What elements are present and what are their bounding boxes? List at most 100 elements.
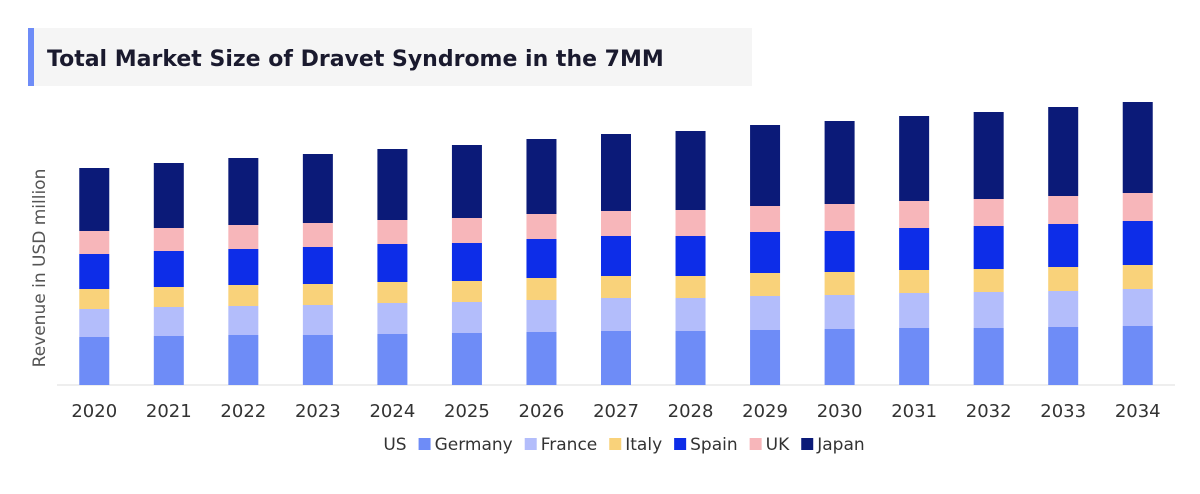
x-tick-label: 2020 bbox=[71, 401, 117, 422]
bar-segment bbox=[675, 131, 706, 210]
x-tick-label: 2033 bbox=[1040, 401, 1086, 422]
bar-segment bbox=[1048, 224, 1079, 267]
bar-segment bbox=[1048, 291, 1079, 327]
bar-segment bbox=[228, 249, 259, 285]
bar-segment bbox=[153, 228, 184, 251]
x-tick-label: 2032 bbox=[966, 401, 1012, 422]
bar-segment bbox=[377, 244, 408, 282]
bar-segment bbox=[1122, 102, 1153, 193]
chart-title: Total Market Size of Dravet Syndrome in … bbox=[47, 47, 664, 72]
bar-segment bbox=[675, 236, 706, 276]
bar-segment bbox=[750, 125, 781, 206]
x-tick-label: 2026 bbox=[519, 401, 565, 422]
bar-segment bbox=[601, 298, 631, 331]
bar-segment bbox=[824, 295, 855, 329]
bar-segment bbox=[601, 236, 631, 276]
bar-segment bbox=[526, 239, 557, 278]
bar-segment bbox=[750, 206, 781, 232]
bar-segment bbox=[377, 334, 408, 385]
x-tick-label: 2024 bbox=[369, 401, 415, 422]
bar-segment bbox=[750, 296, 781, 330]
legend-swatch bbox=[801, 438, 814, 450]
legend-swatch bbox=[367, 438, 380, 450]
x-tick-label: 2028 bbox=[668, 401, 714, 422]
x-tick-label: 2027 bbox=[593, 401, 639, 422]
bar-segment bbox=[526, 332, 557, 385]
bar-segment bbox=[153, 251, 184, 287]
bar-segment bbox=[824, 272, 855, 295]
bar-segment bbox=[377, 220, 408, 244]
bar-segment bbox=[1122, 326, 1153, 385]
bar-segment bbox=[973, 199, 1004, 226]
bar-segment bbox=[228, 285, 259, 306]
bar-segment bbox=[526, 278, 557, 300]
legend-label: Germany bbox=[435, 435, 513, 455]
legend-label: Italy bbox=[625, 435, 662, 455]
bar-segment bbox=[526, 300, 557, 332]
x-tick-label: 2029 bbox=[742, 401, 788, 422]
bar-segment bbox=[899, 201, 930, 228]
bar-segment bbox=[973, 292, 1004, 328]
bar-segment bbox=[526, 214, 557, 239]
legend-swatch bbox=[674, 438, 687, 450]
bar-segment bbox=[1048, 267, 1079, 291]
bar-segment bbox=[899, 228, 930, 270]
bar-segment bbox=[675, 276, 706, 298]
bar-segment bbox=[79, 231, 110, 254]
x-tick-label: 2030 bbox=[817, 401, 863, 422]
bar-segment bbox=[451, 281, 482, 302]
x-tick-label: 2031 bbox=[891, 401, 937, 422]
bar-segment bbox=[1122, 193, 1153, 221]
bar-segment bbox=[79, 337, 110, 385]
bar-segment bbox=[973, 226, 1004, 269]
bar-segment bbox=[973, 112, 1004, 199]
bar-segment bbox=[899, 293, 930, 328]
bar-segment bbox=[153, 163, 184, 228]
bar-segment bbox=[153, 307, 184, 336]
bar-segment bbox=[973, 269, 1004, 292]
title-box bbox=[28, 28, 752, 86]
bar-segment bbox=[79, 168, 110, 231]
bar-segment bbox=[1048, 107, 1079, 196]
bar-segment bbox=[750, 330, 781, 385]
bar-segment bbox=[824, 204, 855, 231]
legend-label: Spain bbox=[690, 435, 738, 455]
bar-segment bbox=[899, 270, 930, 293]
bar-segment bbox=[451, 145, 482, 218]
bar-segment bbox=[1048, 327, 1079, 385]
bar-segment bbox=[1048, 196, 1079, 224]
title-accent bbox=[28, 28, 34, 86]
legend-swatch bbox=[609, 438, 622, 450]
bar-segment bbox=[1122, 289, 1153, 326]
bar-segment bbox=[601, 211, 631, 236]
bar-segment bbox=[302, 223, 333, 247]
bar-segment bbox=[302, 305, 333, 335]
x-tick-label: 2022 bbox=[220, 401, 266, 422]
bar-segment bbox=[601, 276, 631, 298]
bar-segment bbox=[451, 218, 482, 243]
bar-segment bbox=[824, 121, 855, 204]
bar-segment bbox=[1122, 221, 1153, 265]
bar-segment bbox=[377, 303, 408, 334]
bar-segment bbox=[228, 158, 259, 225]
legend-label: France bbox=[541, 435, 598, 455]
bar-segment bbox=[675, 298, 706, 331]
bar-segment bbox=[79, 309, 110, 337]
bar-segment bbox=[675, 331, 706, 385]
y-axis-label: Revenue in USD million bbox=[30, 169, 50, 368]
x-tick-label: 2025 bbox=[444, 401, 490, 422]
bar-segment bbox=[750, 273, 781, 296]
bar-segment bbox=[228, 306, 259, 335]
bar-segment bbox=[377, 282, 408, 303]
bar-segment bbox=[228, 335, 259, 385]
bar-segment bbox=[451, 333, 482, 385]
bar-segment bbox=[302, 154, 333, 223]
bar-segment bbox=[824, 329, 855, 385]
bar-segment bbox=[451, 302, 482, 333]
legend-label: US bbox=[383, 435, 406, 455]
bar-segment bbox=[302, 247, 333, 284]
legend-label: Japan bbox=[816, 435, 864, 455]
bar-segment bbox=[302, 284, 333, 305]
bar-segment bbox=[899, 116, 930, 201]
